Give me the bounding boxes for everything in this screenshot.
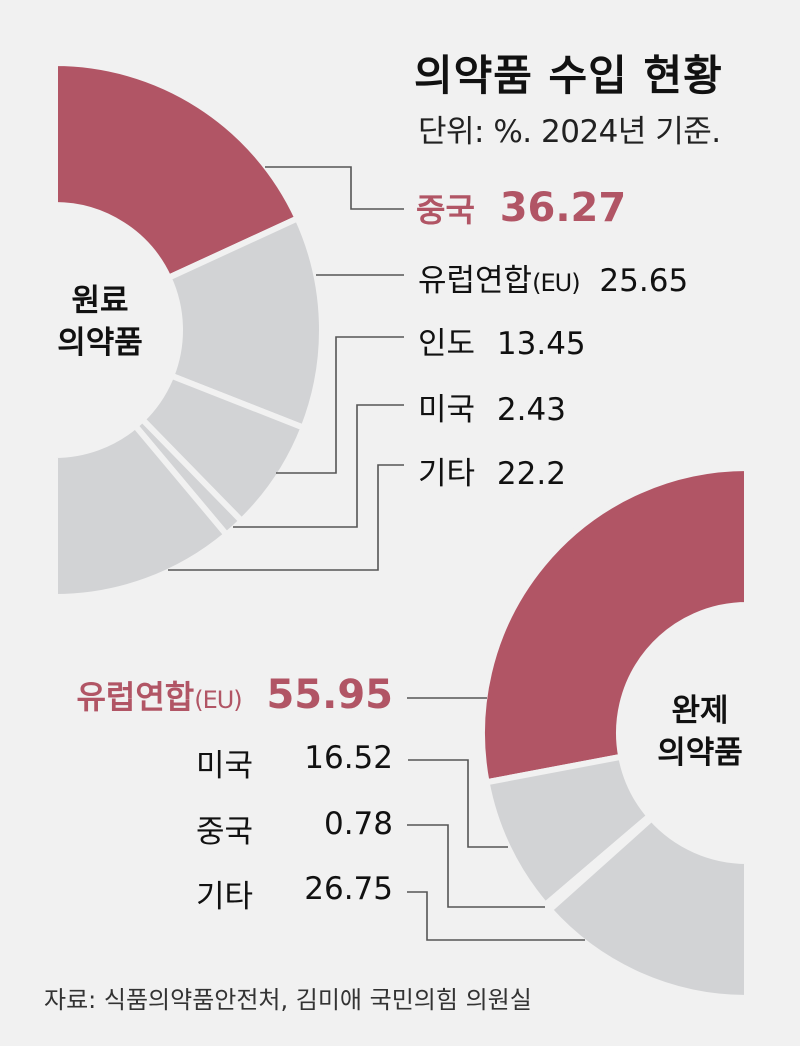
source-note: 자료: 식품의약품안전처, 김미애 국민의힘 의원실: [44, 986, 532, 1014]
raw-center-label-line2: 의약품: [57, 325, 143, 361]
donut-segment: [52, 421, 231, 601]
chart-title: 의약품 수입 현황: [414, 51, 723, 100]
legend-name-suffix: (EU): [194, 686, 242, 714]
legend-raw-other: 기타 22.2: [418, 448, 566, 493]
legend-finished-usa-value: 16.52: [304, 740, 393, 776]
leader-line-raw-india: [276, 336, 404, 474]
finished-donut-chart: [479, 464, 750, 1002]
legend-name: 유럽연합: [418, 263, 533, 299]
legend-finished-eu: 유럽연합(EU) 55.95: [76, 672, 393, 718]
leader-line-raw-other: [168, 464, 404, 571]
legend-finished-other-value: 26.75: [304, 871, 393, 907]
leader-line-fin-other: [407, 891, 585, 941]
legend-raw-eu: 유럽연합(EU) 25.65: [418, 255, 688, 300]
raw-leader-lines: [168, 166, 404, 571]
legend-name: 인도: [418, 326, 476, 362]
legend-name: 중국: [196, 814, 254, 850]
finished-leader-lines: [407, 697, 585, 941]
leader-line-fin-usa: [408, 759, 508, 848]
legend-value: 36.27: [499, 185, 627, 231]
legend-raw-china: 중국 36.27: [416, 185, 626, 231]
donut-segment: [52, 59, 302, 282]
legend-value: 2.43: [496, 392, 566, 428]
legend-finished-china: 중국: [196, 806, 253, 851]
legend-name: 중국: [416, 191, 475, 229]
leader-line-fin-china: [407, 824, 545, 908]
legend-value: 22.2: [496, 456, 566, 492]
finished-center-label-line1: 완제: [671, 693, 729, 729]
raw-donut-chart: [52, 59, 325, 601]
legend-name: 미국: [196, 748, 254, 784]
chart-subtitle: 단위: %. 2024년 기준.: [418, 114, 721, 150]
legend-name: 기타: [196, 879, 254, 915]
legend-name-suffix: (EU): [532, 269, 580, 297]
legend-name: 유럽연합: [76, 678, 195, 716]
leader-line-raw-china: [265, 166, 404, 210]
legend-finished-usa: 미국: [196, 740, 253, 785]
legend-value: 55.95: [266, 672, 393, 718]
legend-raw-india: 인도 13.45: [418, 318, 586, 363]
legend-finished-china-value: 0.78: [323, 806, 393, 842]
raw-center-label-line1: 원료: [71, 283, 129, 319]
legend-value: 25.65: [599, 263, 689, 299]
raw-center-label: 원료 의약품: [40, 280, 160, 364]
legend-name: 미국: [418, 392, 476, 428]
donut-segment: [479, 464, 750, 786]
finished-center-label: 완제 의약품: [640, 690, 760, 774]
legend-finished-other: 기타: [196, 871, 253, 916]
donut-segment: [545, 814, 750, 1002]
legend-raw-usa: 미국 2.43: [418, 384, 566, 429]
finished-center-label-line2: 의약품: [657, 735, 743, 771]
legend-name: 기타: [418, 456, 476, 492]
leader-line-raw-usa: [233, 404, 404, 528]
legend-value: 13.45: [496, 326, 586, 362]
